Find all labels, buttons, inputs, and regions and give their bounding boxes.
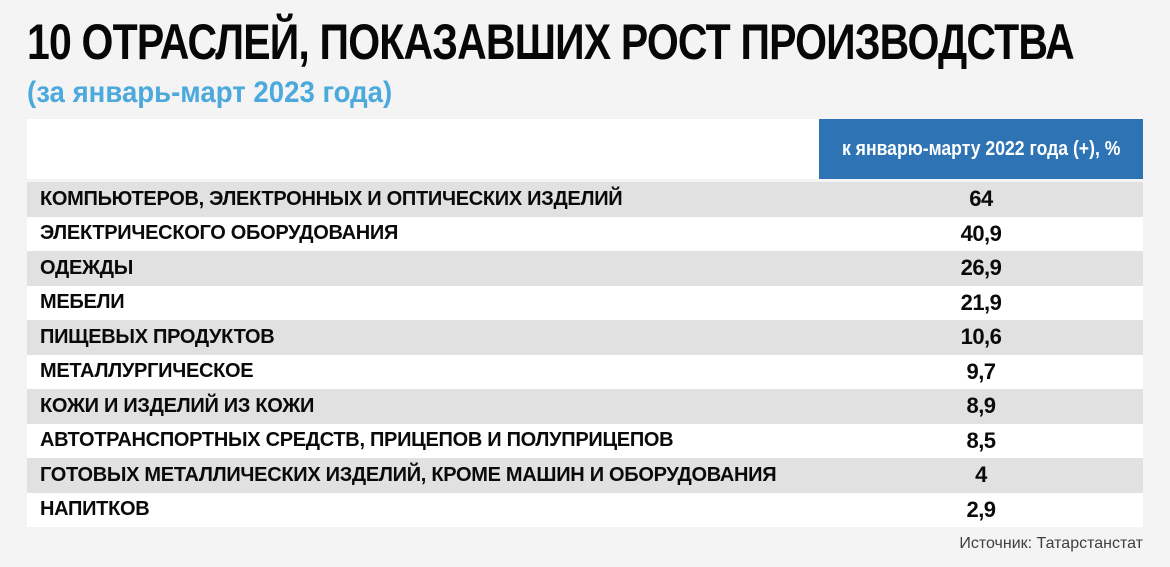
table-row: МЕБЕЛИ 21,9 xyxy=(27,285,1143,320)
table-row: ЭЛЕКТРИЧЕСКОГО ОБОРУДОВАНИЯ 40,9 xyxy=(27,216,1143,251)
page-subtitle: (за январь-март 2023 года) xyxy=(27,76,393,109)
value-column-header: к январю-марту 2022 года (+), % xyxy=(819,119,1143,179)
table-row: НАПИТКОВ 2,9 xyxy=(27,492,1143,527)
table-row: АВТОТРАНСПОРТНЫХ СРЕДСТВ, ПРИЦЕПОВ И ПОЛ… xyxy=(27,423,1143,458)
industry-name-cell: ПИЩЕВЫХ ПРОДУКТОВ xyxy=(40,325,275,348)
table-header-row: к январю-марту 2022 года (+), % xyxy=(27,119,1143,179)
value-column-header-label: к январю-марту 2022 года (+), % xyxy=(841,137,1121,160)
industry-name-cell: ЭЛЕКТРИЧЕСКОГО ОБОРУДОВАНИЯ xyxy=(40,222,399,245)
growth-value-cell: 64 xyxy=(969,186,993,212)
page-title: 10 ОТРАСЛЕЙ, ПОКАЗАВШИХ РОСТ ПРОИЗВОДСТВ… xyxy=(27,14,1075,70)
growth-value-cell: 10,6 xyxy=(960,324,1002,350)
table-row: ГОТОВЫХ МЕТАЛЛИЧЕСКИХ ИЗДЕЛИЙ, КРОМЕ МАШ… xyxy=(27,458,1143,493)
industry-name-cell: МЕБЕЛИ xyxy=(40,291,125,314)
industry-name-cell: ОДЕЖДЫ xyxy=(40,256,133,279)
industry-name-cell: КОЖИ И ИЗДЕЛИЙ ИЗ КОЖИ xyxy=(40,394,315,417)
table-row: МЕТАЛЛУРГИЧЕСКОЕ 9,7 xyxy=(27,354,1143,389)
growth-value-cell: 9,7 xyxy=(966,358,996,384)
industry-name-cell: МЕТАЛЛУРГИЧЕСКОЕ xyxy=(40,360,254,383)
growth-value-cell: 2,9 xyxy=(966,496,996,522)
growth-value-cell: 26,9 xyxy=(960,255,1002,281)
growth-value-cell: 40,9 xyxy=(960,220,1002,246)
growth-value-cell: 21,9 xyxy=(960,289,1002,315)
industry-name-cell: ГОТОВЫХ МЕТАЛЛИЧЕСКИХ ИЗДЕЛИЙ, КРОМЕ МАШ… xyxy=(40,463,777,486)
industry-name-cell: АВТОТРАНСПОРТНЫХ СРЕДСТВ, ПРИЦЕПОВ И ПОЛ… xyxy=(40,429,674,452)
source-credit: Источник: Татарстанстат xyxy=(959,535,1143,552)
table-row: КОМПЬЮТЕРОВ, ЭЛЕКТРОННЫХ И ОПТИЧЕСКИХ ИЗ… xyxy=(27,182,1143,217)
table-row: КОЖИ И ИЗДЕЛИЙ ИЗ КОЖИ 8,9 xyxy=(27,389,1143,424)
header-spacer xyxy=(27,119,819,179)
growth-value-cell: 8,9 xyxy=(966,393,996,419)
table-row: ПИЩЕВЫХ ПРОДУКТОВ 10,6 xyxy=(27,320,1143,355)
table-row: ОДЕЖДЫ 26,9 xyxy=(27,251,1143,286)
industries-table: к январю-марту 2022 года (+), % КОМПЬЮТЕ… xyxy=(27,119,1143,527)
table-body: КОМПЬЮТЕРОВ, ЭЛЕКТРОННЫХ И ОПТИЧЕСКИХ ИЗ… xyxy=(27,182,1143,527)
industry-name-cell: НАПИТКОВ xyxy=(40,498,150,521)
industry-name-cell: КОМПЬЮТЕРОВ, ЭЛЕКТРОННЫХ И ОПТИЧЕСКИХ ИЗ… xyxy=(40,187,623,210)
growth-value-cell: 4 xyxy=(975,462,987,488)
growth-value-cell: 8,5 xyxy=(966,427,996,453)
